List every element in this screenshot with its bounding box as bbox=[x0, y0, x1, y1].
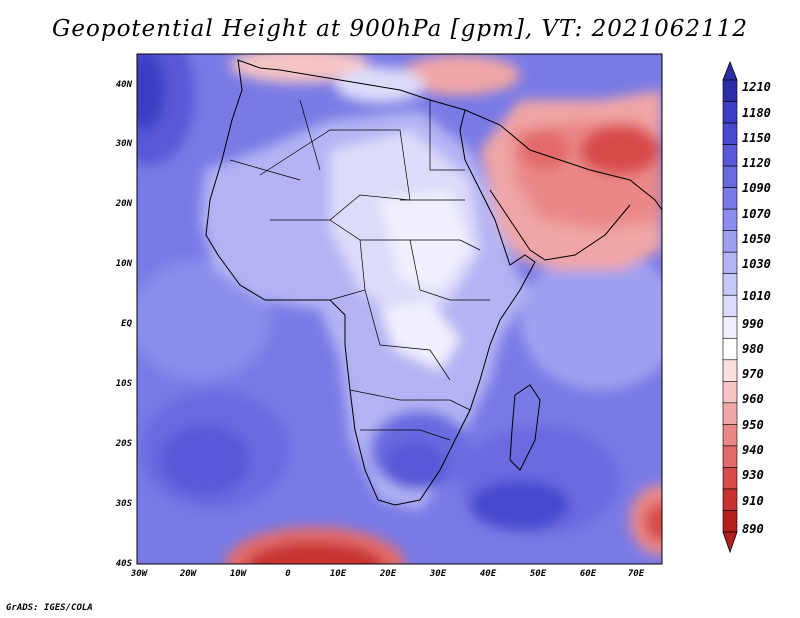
colorbar-swatch bbox=[722, 165, 738, 188]
lon-label: 40E bbox=[480, 569, 497, 579]
colorbar-swatch bbox=[722, 445, 738, 468]
colorbar-label: 980 bbox=[742, 342, 764, 356]
colorbar-swatch bbox=[722, 230, 738, 253]
colorbar-label: 1120 bbox=[742, 156, 771, 170]
colorbar-swatch bbox=[722, 467, 738, 490]
map-frame bbox=[136, 53, 663, 565]
lon-label: 20W bbox=[179, 569, 198, 579]
lat-label: 30S bbox=[115, 499, 133, 509]
colorbar-label: 950 bbox=[742, 418, 764, 432]
lon-label: 10W bbox=[230, 569, 248, 579]
lon-label: 70E bbox=[628, 569, 645, 579]
colorbar-swatch bbox=[722, 251, 738, 275]
colorbar-label: 970 bbox=[742, 367, 764, 381]
colorbar-label: 1030 bbox=[742, 257, 771, 271]
colorbar-swatches bbox=[722, 79, 738, 533]
lat-label: 40N bbox=[116, 80, 133, 90]
colorbar-swatch bbox=[722, 381, 738, 404]
longitude-axis: 30W 20W 10W 0 10E 20E 30E 40E 50E 60E 70… bbox=[130, 569, 645, 579]
colorbar-label: 910 bbox=[742, 494, 764, 508]
lat-label: 10N bbox=[116, 259, 133, 269]
colorbar-label: 1070 bbox=[742, 207, 771, 221]
contour-fills bbox=[137, 54, 662, 564]
colorbar-swatch bbox=[722, 122, 738, 145]
colorbar-swatch bbox=[722, 316, 738, 339]
colorbar-swatch bbox=[722, 79, 738, 102]
colorbar-swatch bbox=[722, 337, 738, 361]
colorbar-labels: 1210 1180 1150 1120 1090 1070 1050 1030 … bbox=[742, 80, 771, 536]
lat-label: 20N bbox=[115, 199, 133, 209]
colorbar-label: 960 bbox=[742, 392, 764, 406]
colorbar-swatch bbox=[722, 488, 738, 511]
colorbar-swatch bbox=[722, 208, 738, 231]
colorbar-swatch bbox=[722, 424, 738, 447]
colorbar-top-arrow bbox=[722, 60, 738, 81]
colorbar-swatch bbox=[722, 402, 738, 425]
lat-label: 20S bbox=[115, 439, 133, 449]
lon-label: 20E bbox=[379, 569, 397, 579]
colorbar: 1210 1180 1150 1120 1090 1070 1050 1030 … bbox=[722, 60, 771, 554]
colorbar-label: 1050 bbox=[742, 232, 771, 246]
colorbar-swatch bbox=[722, 294, 738, 318]
colorbar-bottom-arrow bbox=[722, 531, 738, 554]
colorbar-label: 890 bbox=[742, 522, 764, 536]
colorbar-label: 990 bbox=[742, 317, 764, 331]
latitude-axis: 40N 30N 20N 10N EQ 10S 20S 30S 40S bbox=[115, 80, 133, 569]
colorbar-swatch bbox=[722, 144, 738, 167]
lon-label: 60E bbox=[580, 569, 597, 579]
colorbar-swatch bbox=[722, 359, 738, 382]
colorbar-swatch bbox=[722, 510, 738, 533]
lon-label: 0 bbox=[285, 569, 291, 579]
colorbar-label: 1010 bbox=[742, 289, 771, 303]
grads-credit: GrADS: IGES/COLA bbox=[6, 603, 93, 613]
lat-label: 40S bbox=[116, 559, 133, 569]
colorbar-label: 930 bbox=[742, 468, 764, 482]
colorbar-label: 1210 bbox=[742, 80, 771, 94]
lon-label: 30W bbox=[130, 569, 149, 579]
lat-label: EQ bbox=[121, 319, 132, 329]
colorbar-label: 940 bbox=[742, 443, 764, 457]
colorbar-swatch bbox=[722, 273, 738, 296]
colorbar-label: 1180 bbox=[742, 106, 771, 120]
lon-label: 30E bbox=[429, 569, 447, 579]
colorbar-swatch bbox=[722, 187, 738, 210]
lat-label: 10S bbox=[116, 379, 133, 389]
colorbar-swatch bbox=[722, 101, 738, 124]
lat-label: 30N bbox=[115, 139, 133, 149]
map-title: Geopotential Height at 900hPa [gpm], VT:… bbox=[52, 16, 748, 42]
colorbar-label: 1150 bbox=[742, 131, 771, 145]
lon-label: 50E bbox=[530, 569, 547, 579]
country-borders bbox=[229, 99, 490, 441]
map-panel bbox=[137, 54, 662, 564]
colorbar-label: 1090 bbox=[742, 181, 771, 195]
lon-label: 10E bbox=[330, 569, 347, 579]
